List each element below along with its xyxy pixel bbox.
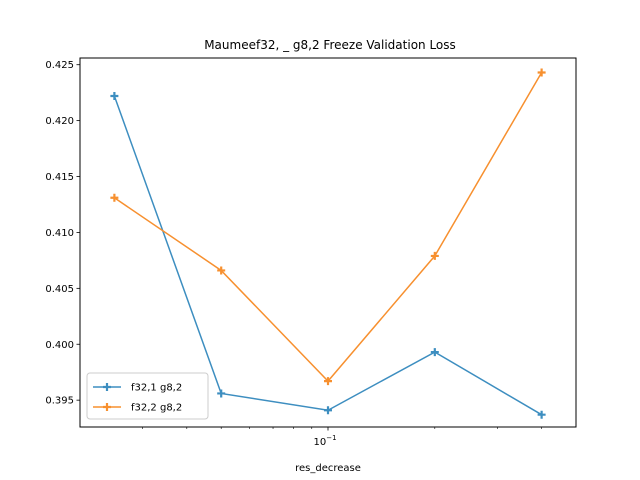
axis-ticks: 0.395 0.400 0.405 0.410 0.415 0.420 0.425 10−1	[45, 60, 542, 448]
data-point	[217, 389, 226, 398]
data-point	[537, 68, 546, 77]
data-point	[110, 92, 119, 101]
y-tick-label: 0.420	[45, 116, 74, 127]
y-tick-label: 0.425	[45, 60, 74, 71]
data-point	[110, 193, 119, 202]
legend: f32,1 g8,2 f32,2 g8,2	[86, 372, 209, 420]
y-tick-label: 0.410	[45, 228, 74, 239]
data-point	[537, 410, 546, 419]
legend-marker	[103, 383, 111, 391]
data-point	[324, 377, 332, 386]
legend-label: f32,1 g8,2	[131, 383, 182, 394]
legend-label: f32,2 g8,2	[131, 403, 182, 414]
series-line-0	[113, 95, 542, 416]
chart-title: Maumeef32, _ g8,2 Freeze Validation Loss	[204, 38, 456, 52]
axes-frame	[79, 57, 577, 428]
x-axis-label: res_decrease	[295, 463, 361, 474]
data-point	[430, 348, 439, 357]
y-tick-label: 0.400	[45, 340, 74, 351]
y-tick-label: 0.395	[45, 396, 74, 407]
legend-marker	[103, 403, 111, 411]
data-point	[217, 266, 226, 275]
data-point	[324, 406, 332, 415]
y-tick-label: 0.405	[45, 284, 74, 295]
y-tick-label: 0.415	[45, 172, 74, 183]
data-point	[430, 251, 439, 260]
x-tick-label: 10−1	[313, 434, 336, 448]
plot-area	[110, 68, 546, 419]
series-line-1	[113, 72, 543, 383]
